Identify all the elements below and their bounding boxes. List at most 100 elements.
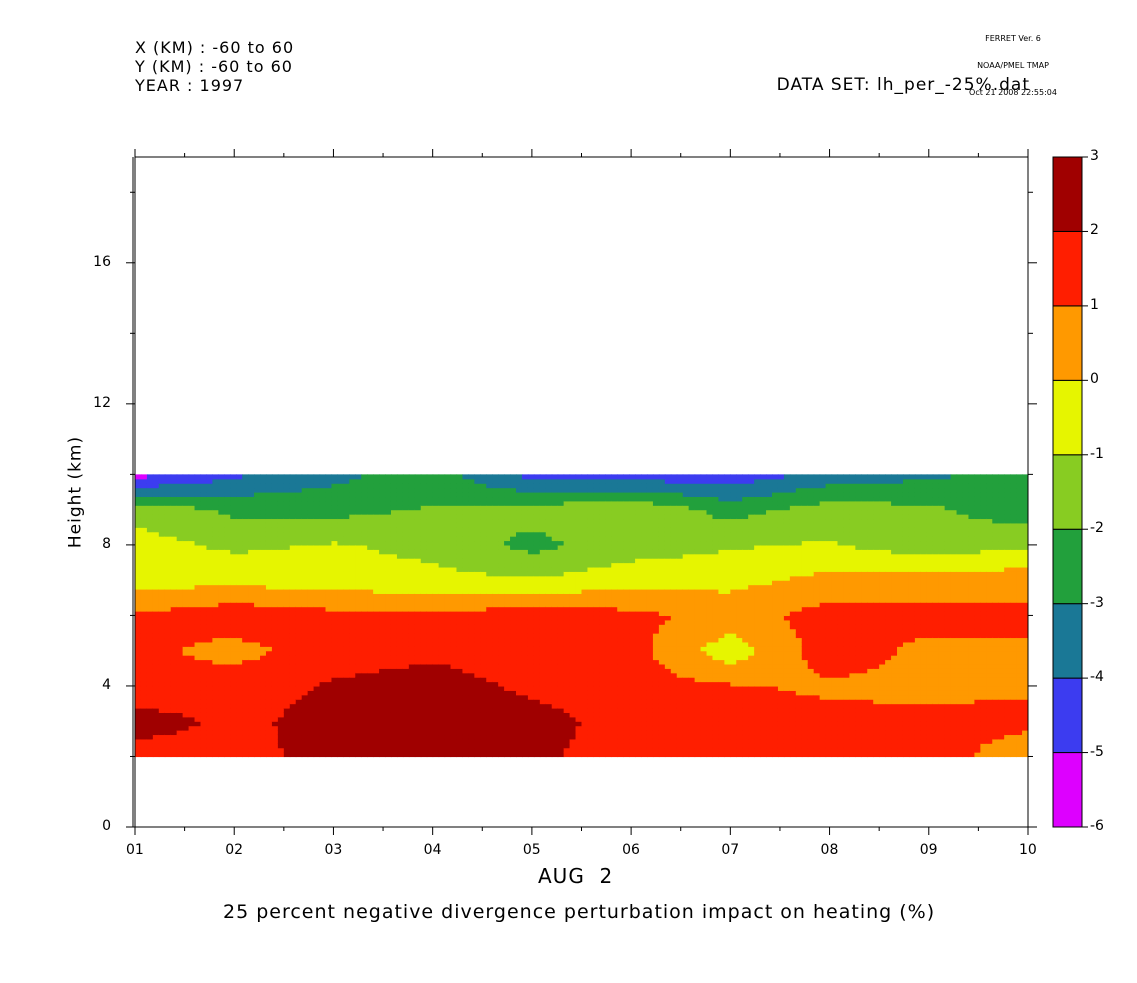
heatmap-cell bbox=[456, 672, 464, 678]
heatmap-cell bbox=[325, 637, 333, 643]
heatmap-cell bbox=[349, 624, 356, 630]
heatmap-cell bbox=[331, 672, 339, 678]
heatmap-cell bbox=[480, 712, 487, 718]
heatmap-cell bbox=[361, 615, 368, 621]
heatmap-cell bbox=[164, 531, 172, 537]
heatmap-cell bbox=[271, 584, 279, 590]
heatmap-cell bbox=[224, 747, 231, 753]
heatmap-cell bbox=[414, 478, 422, 484]
heatmap-cell bbox=[545, 514, 553, 520]
heatmap-cell bbox=[373, 606, 380, 612]
heatmap-cell bbox=[408, 668, 416, 674]
heatmap-cell bbox=[337, 505, 344, 511]
heatmap-cell bbox=[474, 707, 481, 713]
heatmap-cell bbox=[260, 483, 267, 489]
heatmap-cell bbox=[140, 743, 148, 749]
heatmap-cell bbox=[135, 500, 142, 506]
heatmap-cell bbox=[504, 531, 511, 537]
heatmap-cell bbox=[271, 747, 279, 753]
heatmap-cell bbox=[343, 483, 350, 489]
heatmap-cell bbox=[176, 655, 184, 661]
heatmap-cell bbox=[355, 584, 362, 590]
heatmap-cell bbox=[140, 602, 148, 608]
heatmap-cell bbox=[420, 611, 428, 617]
heatmap-cell bbox=[325, 505, 333, 511]
heatmap-cell bbox=[337, 500, 344, 506]
heatmap-cell bbox=[331, 496, 339, 502]
heatmap-cell bbox=[170, 685, 178, 691]
heatmap-cell bbox=[307, 474, 315, 480]
heatmap-cell bbox=[325, 474, 333, 480]
heatmap-cell bbox=[462, 514, 469, 520]
heatmap-cell bbox=[408, 571, 416, 577]
heatmap-cell bbox=[367, 663, 374, 669]
heatmap-cell bbox=[414, 707, 422, 713]
heatmap-cell bbox=[486, 725, 493, 731]
heatmap-cell bbox=[504, 588, 511, 594]
heatmap-cell bbox=[438, 619, 446, 625]
heatmap-cell bbox=[283, 641, 291, 647]
heatmap-cell bbox=[450, 611, 458, 617]
heatmap-cell bbox=[521, 505, 529, 511]
heatmap-cell bbox=[444, 492, 452, 498]
heatmap-cell bbox=[414, 474, 422, 480]
heatmap-cell bbox=[307, 681, 315, 687]
heatmap-cell bbox=[289, 483, 297, 489]
heatmap-cell bbox=[349, 571, 356, 577]
heatmap-cell bbox=[527, 492, 535, 498]
heatmap-cell bbox=[551, 730, 559, 736]
heatmap-cell bbox=[521, 540, 529, 546]
heatmap-cell bbox=[438, 505, 446, 511]
heatmap-cell bbox=[539, 619, 547, 625]
heatmap-cell bbox=[545, 544, 553, 550]
heatmap-cell bbox=[188, 690, 196, 696]
heatmap-cell bbox=[140, 531, 148, 537]
heatmap-cell bbox=[557, 624, 565, 630]
heatmap-cell bbox=[510, 562, 517, 568]
heatmap-cell bbox=[450, 531, 458, 537]
heatmap-cell bbox=[224, 584, 231, 590]
heatmap-cell bbox=[289, 703, 297, 709]
heatmap-cell bbox=[254, 681, 261, 687]
heatmap-cell bbox=[319, 730, 327, 736]
heatmap-cell bbox=[271, 690, 279, 696]
heatmap-cell bbox=[551, 637, 559, 643]
heatmap-cell bbox=[194, 633, 202, 639]
heatmap-cell bbox=[260, 492, 267, 498]
heatmap-cell bbox=[450, 509, 458, 515]
heatmap-cell bbox=[283, 659, 291, 665]
heatmap-cell bbox=[492, 487, 499, 493]
heatmap-cell bbox=[230, 483, 237, 489]
heatmap-cell bbox=[271, 522, 279, 528]
heatmap-cell bbox=[301, 492, 309, 498]
heatmap-cell bbox=[182, 566, 190, 572]
heatmap-cell bbox=[504, 712, 511, 718]
heatmap-cell bbox=[283, 553, 291, 559]
heatmap-cell bbox=[349, 606, 356, 612]
heatmap-cell bbox=[206, 743, 213, 749]
heatmap-cell bbox=[260, 641, 267, 647]
heatmap-cell bbox=[158, 615, 166, 621]
heatmap-cell bbox=[319, 575, 327, 581]
heatmap-cell bbox=[331, 505, 339, 511]
heatmap-cell bbox=[325, 611, 333, 617]
heatmap-cell bbox=[325, 597, 333, 603]
heatmap-cell bbox=[510, 549, 517, 555]
heatmap-cell bbox=[379, 712, 386, 718]
heatmap-cell bbox=[277, 716, 285, 722]
heatmap-cell bbox=[462, 478, 469, 484]
heatmap-cell bbox=[587, 685, 595, 691]
heatmap-cell bbox=[444, 707, 452, 713]
heatmap-cell bbox=[379, 496, 386, 502]
heatmap-cell bbox=[444, 571, 452, 577]
heatmap-cell bbox=[289, 619, 297, 625]
heatmap-cell bbox=[426, 633, 434, 639]
heatmap-cell bbox=[194, 747, 202, 753]
heatmap-cell bbox=[587, 725, 595, 731]
heatmap-cell bbox=[426, 712, 434, 718]
heatmap-cell bbox=[527, 738, 535, 744]
heatmap-cell bbox=[486, 677, 493, 683]
heatmap-cell bbox=[545, 602, 553, 608]
heatmap-cell bbox=[498, 712, 505, 718]
heatmap-cell bbox=[242, 588, 249, 594]
